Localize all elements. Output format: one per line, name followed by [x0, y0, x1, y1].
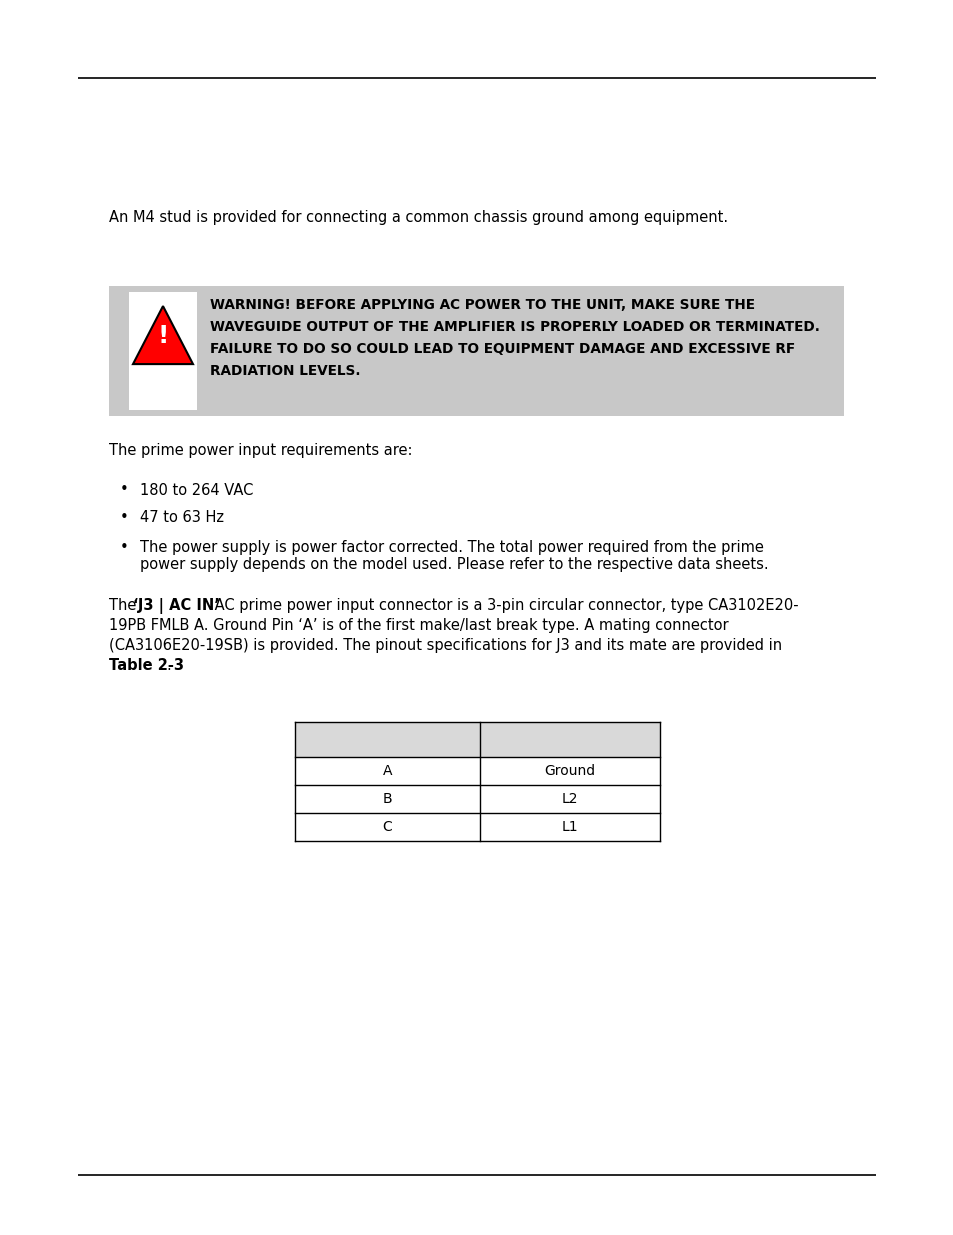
Text: ‘J3 | AC IN’: ‘J3 | AC IN’ — [133, 598, 220, 614]
Text: AC prime power input connector is a 3-pin circular connector, type CA3102E20-: AC prime power input connector is a 3-pi… — [210, 598, 798, 613]
Text: WAVEGUIDE OUTPUT OF THE AMPLIFIER IS PROPERLY LOADED OR TERMINATED.: WAVEGUIDE OUTPUT OF THE AMPLIFIER IS PRO… — [210, 320, 819, 333]
Text: Ground: Ground — [544, 764, 595, 778]
Text: FAILURE TO DO SO COULD LEAD TO EQUIPMENT DAMAGE AND EXCESSIVE RF: FAILURE TO DO SO COULD LEAD TO EQUIPMENT… — [210, 342, 795, 356]
Text: C: C — [382, 820, 392, 834]
Text: •: • — [120, 540, 129, 555]
Text: (CA3106E20-19SB) is provided. The pinout specifications for J3 and its mate are : (CA3106E20-19SB) is provided. The pinout… — [109, 638, 781, 653]
Text: •: • — [120, 483, 129, 498]
Text: RADIATION LEVELS.: RADIATION LEVELS. — [210, 364, 360, 378]
Polygon shape — [132, 306, 193, 364]
Text: Table 2-3: Table 2-3 — [109, 658, 184, 673]
Text: An M4 stud is provided for connecting a common chassis ground among equipment.: An M4 stud is provided for connecting a … — [109, 210, 727, 225]
Text: A: A — [382, 764, 392, 778]
Text: L2: L2 — [561, 792, 578, 806]
Text: L1: L1 — [561, 820, 578, 834]
Bar — [294, 722, 659, 757]
Text: The prime power input requirements are:: The prime power input requirements are: — [109, 443, 412, 458]
Text: The: The — [109, 598, 141, 613]
Text: !: ! — [157, 324, 169, 348]
Text: B: B — [382, 792, 392, 806]
Bar — [109, 287, 843, 416]
Bar — [129, 291, 196, 410]
Text: •: • — [120, 510, 129, 525]
Text: 180 to 264 VAC: 180 to 264 VAC — [140, 483, 253, 498]
Text: The power supply is power factor corrected. The total power required from the pr: The power supply is power factor correct… — [140, 540, 763, 555]
Text: WARNING! BEFORE APPLYING AC POWER TO THE UNIT, MAKE SURE THE: WARNING! BEFORE APPLYING AC POWER TO THE… — [210, 298, 754, 312]
Text: 19PB FMLB A. Ground Pin ‘A’ is of the first make/last break type. A mating conne: 19PB FMLB A. Ground Pin ‘A’ is of the fi… — [109, 618, 728, 634]
Text: .: . — [167, 658, 172, 673]
Text: 47 to 63 Hz: 47 to 63 Hz — [140, 510, 224, 525]
Text: power supply depends on the model used. Please refer to the respective data shee: power supply depends on the model used. … — [140, 557, 768, 572]
